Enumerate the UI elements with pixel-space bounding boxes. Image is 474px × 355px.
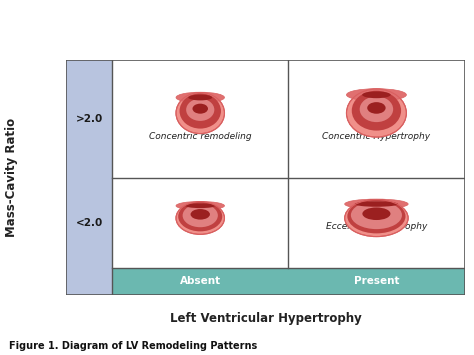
Ellipse shape [192, 104, 208, 114]
Ellipse shape [355, 201, 398, 207]
Text: Eccentric Hypertrophy: Eccentric Hypertrophy [326, 222, 427, 231]
Ellipse shape [182, 204, 218, 227]
Text: Figure 1. Diagram of LV Remodeling Patterns: Figure 1. Diagram of LV Remodeling Patte… [9, 341, 258, 351]
Ellipse shape [176, 93, 225, 133]
Ellipse shape [360, 96, 393, 122]
Ellipse shape [352, 91, 401, 131]
Ellipse shape [185, 203, 215, 208]
Text: Absent: Absent [180, 276, 221, 286]
Ellipse shape [180, 93, 221, 129]
Ellipse shape [367, 102, 386, 114]
Bar [112, 268, 288, 295]
Ellipse shape [345, 199, 408, 209]
Ellipse shape [346, 89, 406, 137]
Ellipse shape [188, 94, 212, 100]
Text: Left Ventricular Hypertrophy: Left Ventricular Hypertrophy [170, 312, 361, 326]
Ellipse shape [347, 199, 405, 233]
Ellipse shape [345, 200, 408, 236]
Ellipse shape [191, 209, 210, 220]
Ellipse shape [363, 207, 391, 220]
Text: Concentric remodeling: Concentric remodeling [149, 132, 252, 141]
Text: <2.0: <2.0 [76, 218, 103, 228]
Text: Concentric Hypertrophy: Concentric Hypertrophy [322, 132, 430, 141]
Ellipse shape [176, 202, 225, 234]
Text: Normal: Normal [184, 222, 217, 231]
Ellipse shape [178, 202, 222, 231]
Ellipse shape [186, 99, 214, 121]
Text: >2.0: >2.0 [76, 114, 103, 124]
Bar [66, 60, 112, 178]
Text: Mass-Cavity Ratio: Mass-Cavity Ratio [5, 118, 18, 237]
Ellipse shape [362, 92, 391, 98]
Ellipse shape [346, 89, 406, 101]
Ellipse shape [351, 201, 402, 229]
Text: Present: Present [354, 276, 399, 286]
Ellipse shape [176, 92, 225, 103]
Ellipse shape [176, 202, 225, 210]
Bar [288, 268, 465, 295]
Bar [66, 178, 112, 295]
